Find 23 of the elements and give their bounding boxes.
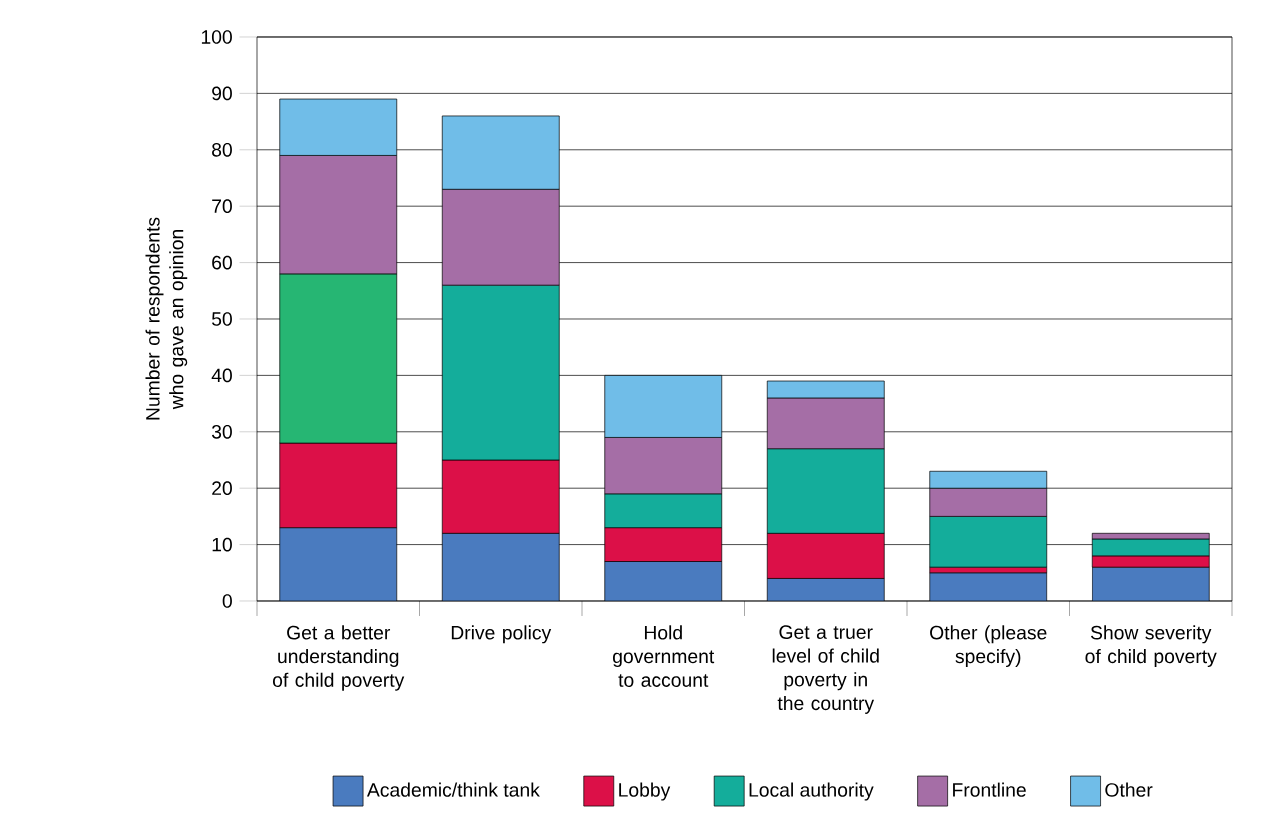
y-tick-label: 10 — [212, 537, 232, 552]
y-tick-label: 80 — [212, 142, 232, 157]
legend-label: Lobby — [619, 782, 671, 801]
y-tick-label: 40 — [211, 368, 232, 383]
y-tick-label: 100 — [201, 30, 232, 44]
x-tick-label: Other (please specify) — [930, 625, 1047, 668]
y-tick-label: 50 — [211, 312, 232, 326]
legend-label: Local authority — [749, 782, 874, 801]
y-tick-label: 70 — [212, 199, 232, 214]
x-tick-label: Get a better understanding of child poverty — [272, 625, 405, 691]
legend-label: Academic/think tank — [366, 782, 540, 797]
y-axis-title: Number of respondents who gave an opinion — [145, 217, 188, 420]
y-tick-label: 0 — [222, 594, 232, 608]
x-tick-label: Drive policy — [451, 625, 552, 644]
legend-label: Frontline — [953, 782, 1026, 797]
x-tick-label: Get a truer level of child poverty in the country — [772, 625, 879, 714]
y-tick-label: 30 — [211, 424, 232, 439]
x-tick-label: Hold government to account — [613, 625, 715, 687]
y-tick-label: 20 — [212, 481, 232, 496]
x-tick-label: Show severity of child poverty — [1085, 625, 1217, 668]
legend-label: Other — [1105, 782, 1153, 797]
y-tick-label: 60 — [212, 255, 232, 270]
y-tick-label: 90 — [212, 86, 232, 101]
